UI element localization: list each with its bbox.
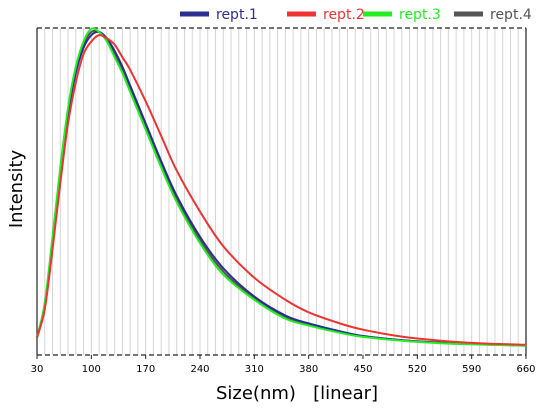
series-line-rept.3 bbox=[36, 27, 527, 347]
legend-label-rept.2: rept.2 bbox=[323, 7, 365, 23]
x-axis-ticks: 30 100 170 240 310 380 450 520 590 660 bbox=[31, 355, 536, 375]
legend-label-rept.4: rept.4 bbox=[490, 7, 532, 23]
legend-label-rept.1: rept.1 bbox=[216, 7, 258, 23]
series-line-rept.2 bbox=[36, 34, 527, 346]
x-tick-label: 170 bbox=[136, 364, 155, 375]
x-tick-label: 590 bbox=[462, 364, 481, 375]
legend-label-rept.3: rept.3 bbox=[399, 7, 441, 23]
x-tick-label: 380 bbox=[299, 364, 318, 375]
y-axis-title: Intensity bbox=[6, 149, 27, 228]
x-axis-title: Size(nm) [linear] bbox=[216, 383, 378, 404]
x-tick-label: 520 bbox=[408, 364, 427, 375]
x-tick-label: 660 bbox=[516, 364, 535, 375]
plot-frame bbox=[36, 27, 527, 356]
legend: rept.1 rept.2 rept.3 rept.4 bbox=[180, 7, 532, 23]
x-tick-label: 310 bbox=[245, 364, 264, 375]
series-layer bbox=[36, 27, 527, 347]
x-tick-label: 100 bbox=[82, 364, 101, 375]
x-tick-label: 30 bbox=[31, 364, 44, 375]
x-tick-label: 240 bbox=[190, 364, 209, 375]
series-line-rept.1 bbox=[36, 30, 527, 347]
x-tick-label: 450 bbox=[353, 364, 372, 375]
grid-lines bbox=[44, 28, 519, 355]
